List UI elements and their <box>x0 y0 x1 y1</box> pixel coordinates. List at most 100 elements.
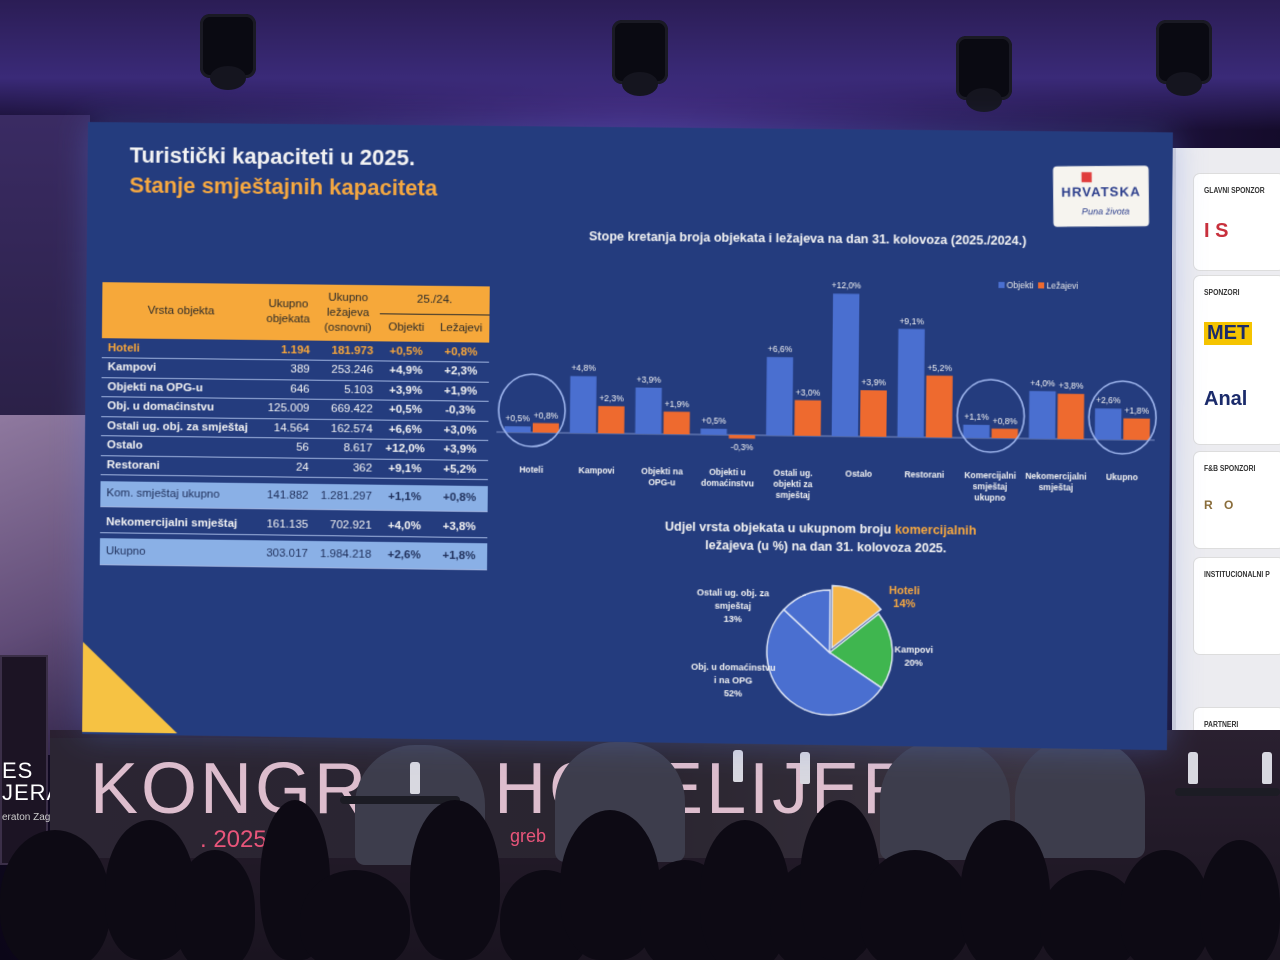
sponsor-card: GLAVNI SPONZOR I S <box>1194 174 1280 270</box>
bar-category-label: smještaj <box>776 490 810 501</box>
sponsor-label: SPONZORI <box>1204 288 1240 297</box>
audience-head <box>1200 840 1280 960</box>
bar-objects <box>570 376 597 433</box>
bar-value-label: +0,5% <box>505 413 530 423</box>
bar-objects <box>1095 408 1122 439</box>
bar-category-label: Ostali ug. <box>773 468 812 479</box>
bar-beds <box>533 423 559 433</box>
pie-label-households-value: 52% <box>690 687 777 701</box>
pie-label-households: Obj. u domaćinstvu i na OPG 52% <box>690 661 777 701</box>
pie-label-other: Ostali ug. obj. za smještaj 13% <box>690 586 775 626</box>
bar-value-label: +4,8% <box>571 363 596 373</box>
audience <box>0 790 1280 960</box>
projection-screen: Turistički kapaciteti u 2025. Stanje smj… <box>82 122 1173 750</box>
audience-head <box>410 800 500 960</box>
bar-category-label: smještaj <box>973 481 1008 492</box>
pie-label-hotels-value: 14% <box>889 598 920 612</box>
pie-label-camps-value: 20% <box>894 656 933 670</box>
bar-objects <box>963 425 990 438</box>
bar-value-label: +3,8% <box>1059 381 1084 391</box>
bar-value-label: +0,8% <box>992 415 1017 425</box>
bar-category-label: Kampovi <box>579 465 615 475</box>
pie-label-camps-name: Kampovi <box>894 643 933 657</box>
sponsor-label: INSTITUCIONALNI P <box>1204 570 1270 579</box>
bar-category-label: domaćinstvu <box>701 478 754 489</box>
pie-label-other-value: 13% <box>690 612 775 626</box>
bar-value-label: +0,5% <box>702 416 727 426</box>
audience-head <box>300 870 410 960</box>
bar-category-label: smještaj <box>1039 482 1074 493</box>
sponsor-logo: I S <box>1204 220 1228 243</box>
bar-value-label: +1,1% <box>964 412 989 422</box>
bar-value-label: +9,1% <box>899 316 924 326</box>
bar-beds <box>860 390 887 437</box>
sponsor-card: INSTITUCIONALNI P <box>1194 558 1280 654</box>
pie-label-hotels-name: Hoteli <box>889 585 920 599</box>
water-bottle <box>800 752 810 784</box>
stage-spotlight <box>200 14 256 78</box>
audience-head <box>1120 850 1210 960</box>
bar-objects <box>897 329 924 437</box>
bar-value-label: +2,3% <box>599 393 624 403</box>
sponsor-card: F&B SPONZORI R O <box>1194 452 1280 548</box>
audience-head <box>0 830 110 960</box>
water-bottle <box>733 750 743 782</box>
sponsor-label: GLAVNI SPONZOR <box>1204 186 1265 195</box>
bar-objects <box>766 357 793 436</box>
audience-head <box>960 820 1050 960</box>
sponsor-card: SPONZORI MET Anal <box>1194 276 1280 444</box>
bar-value-label: +6,6% <box>768 344 793 354</box>
bar-value-label: +0,8% <box>534 410 559 420</box>
bar-category-label: Komercijalni <box>964 470 1016 481</box>
bar-objects <box>504 426 530 432</box>
bar-category-label: Nekomercijalni <box>1025 471 1086 482</box>
bar-value-label: +3,0% <box>796 387 821 397</box>
bar-category-label: Ostalo <box>845 469 872 479</box>
bar-category-label: Objekti na <box>641 466 683 477</box>
audience-head <box>175 850 255 960</box>
stage-spotlight <box>956 36 1012 100</box>
audience-head <box>860 850 970 960</box>
bar-objects <box>832 294 860 437</box>
bar-beds <box>729 435 755 439</box>
bar-category-label: OPG-u <box>648 477 675 487</box>
sponsor-panel: GLAVNI SPONZOR I S SPONZORI MET Anal F&B… <box>1172 148 1280 738</box>
pie-label-camps: Kampovi 20% <box>894 643 933 670</box>
bar-value-label: +2,6% <box>1096 395 1121 405</box>
charts-canvas: +0,5% +0,8% Hoteli +4,8% +2,3% Kampovi +3,9% +1… <box>82 122 1173 750</box>
stage-spotlight <box>1156 20 1212 84</box>
bar-category-label: Ukupno <box>1106 472 1138 482</box>
bar-value-label: +12,0% <box>832 281 862 291</box>
water-bottle <box>1262 752 1272 784</box>
bar-beds <box>1123 418 1150 440</box>
pie-label-households-name: Obj. u domaćinstvu i na OPG <box>690 661 777 688</box>
sponsor-label: F&B SPONZORI <box>1204 464 1255 473</box>
stage-spotlight <box>612 20 668 84</box>
bar-value-label: +1,8% <box>1124 405 1149 415</box>
bar-value-label: +3,9% <box>861 377 886 387</box>
bar-beds <box>992 429 1019 439</box>
bar-value-label: +5,2% <box>927 362 952 372</box>
bar-value-label: +1,9% <box>665 398 690 408</box>
bar-objects <box>701 429 727 435</box>
bar-beds <box>794 400 821 436</box>
bar-category-label: Restorani <box>904 469 944 480</box>
bar-value-label: +3,9% <box>636 374 661 384</box>
sponsor-label: PARTNERI <box>1204 720 1238 729</box>
pie-label-hotels: Hoteli 14% <box>889 585 920 612</box>
bar-value-label: -0,3% <box>731 441 754 451</box>
sponsor-logo: Anal <box>1204 388 1247 411</box>
sponsor-logo: R O <box>1204 498 1237 512</box>
bar-category-label: objekti za <box>773 479 813 490</box>
pie-label-other-name: Ostali ug. obj. za smještaj <box>690 586 775 613</box>
water-bottle <box>1188 752 1198 784</box>
bar-beds <box>1057 394 1084 440</box>
bar-objects <box>635 387 662 434</box>
bar-objects <box>1029 391 1056 439</box>
bar-beds <box>926 375 953 437</box>
bar-beds <box>663 412 689 435</box>
bar-beds <box>598 406 624 434</box>
bar-category-label: Objekti u <box>709 467 746 478</box>
bar-category-label: ukupno <box>974 492 1005 502</box>
sponsor-logo: MET <box>1204 322 1252 345</box>
